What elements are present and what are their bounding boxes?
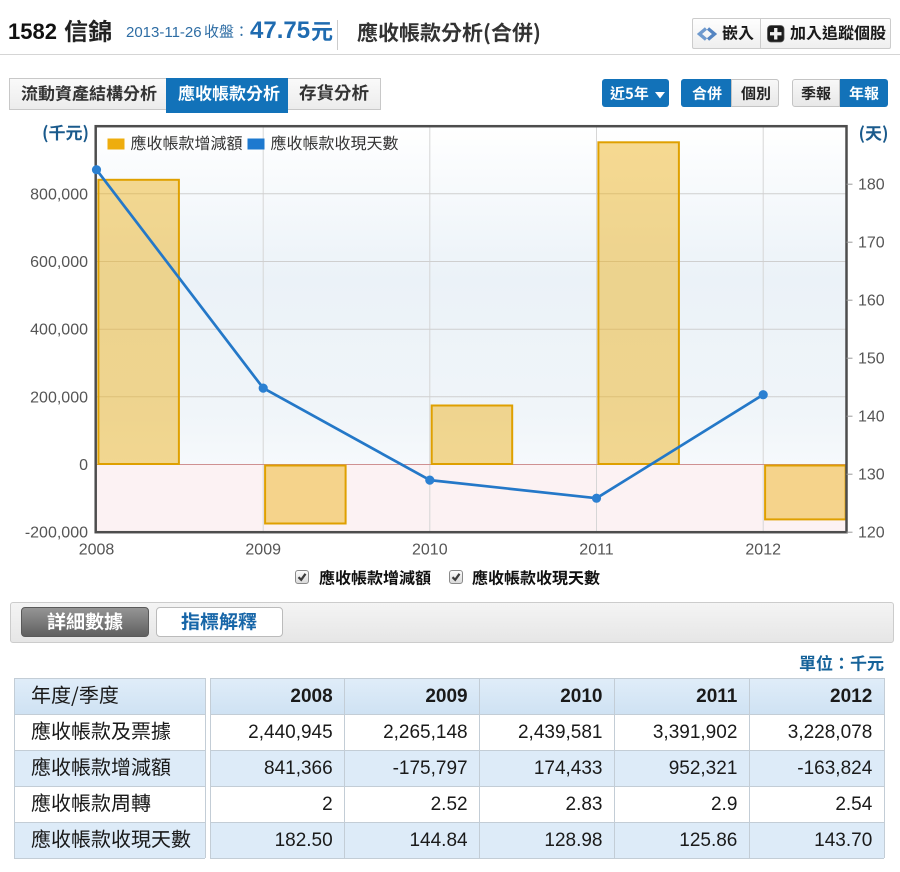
svg-text:2010: 2010 [412, 542, 448, 559]
svg-text:170: 170 [858, 235, 885, 252]
svg-text:120: 120 [858, 525, 885, 542]
svg-text:160: 160 [858, 293, 885, 310]
svg-text:400,000: 400,000 [30, 322, 88, 339]
svg-text:0: 0 [79, 457, 88, 474]
svg-text:800,000: 800,000 [30, 186, 88, 203]
svg-text:130: 130 [858, 467, 885, 484]
svg-text:180: 180 [858, 177, 885, 194]
svg-text:140: 140 [858, 409, 885, 426]
svg-text:2012: 2012 [745, 542, 781, 559]
svg-text:2009: 2009 [245, 542, 281, 559]
svg-text:-200,000: -200,000 [25, 525, 88, 542]
svg-text:2011: 2011 [579, 542, 614, 559]
svg-text:150: 150 [858, 351, 885, 368]
svg-text:200,000: 200,000 [30, 389, 88, 406]
svg-text:2008: 2008 [79, 542, 115, 559]
svg-text:600,000: 600,000 [30, 254, 88, 271]
